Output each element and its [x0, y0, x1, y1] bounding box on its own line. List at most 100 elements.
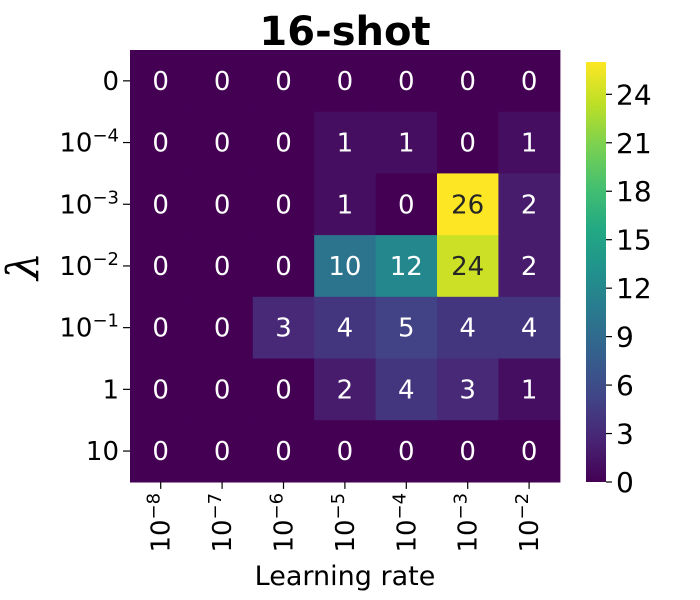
y-tick-label-base: 10	[59, 314, 92, 344]
cell-value-label: 0	[152, 129, 169, 159]
x-tick-label-base: 10	[392, 519, 422, 552]
heatmap-cell	[191, 235, 254, 298]
x-tick-label: 10−7	[205, 493, 239, 553]
y-tick-label: 10−4	[59, 125, 119, 159]
cell-value-label: 0	[275, 67, 292, 97]
cell-value-label: 0	[398, 190, 415, 220]
colorbar-tick-label: 24	[616, 78, 652, 111]
heatmap-cell	[130, 420, 192, 483]
heatmap-cell	[498, 111, 561, 174]
cell-value-label: 4	[398, 375, 415, 405]
y-tick-label-base: 10	[59, 190, 92, 220]
cell-value-label: 0	[152, 437, 169, 467]
cell-value-label: 1	[337, 129, 354, 159]
heatmap-cell	[314, 235, 377, 298]
cell-value-label: 0	[214, 190, 231, 220]
colorbar-tick-label: 6	[616, 369, 634, 402]
cell-value-label: 1	[337, 190, 354, 220]
colorbar-gradient	[586, 62, 606, 482]
cell-value-label: 0	[214, 314, 231, 344]
x-tick-label-exponent: −5	[327, 493, 348, 520]
colorbar-tick-label: 15	[616, 224, 652, 257]
cell-value-label: 0	[275, 252, 292, 282]
x-tick-label-exponent: −8	[143, 493, 164, 520]
chart-title: 16-shot	[259, 9, 430, 55]
cell-value-label: 0	[152, 190, 169, 220]
heatmap-cell	[130, 296, 192, 360]
heatmap-cell	[130, 235, 192, 298]
x-tick-label-base: 10	[208, 519, 238, 552]
y-tick-label: 10−1	[59, 310, 119, 344]
y-tick-label-exponent: −3	[92, 187, 119, 208]
cell-value-label: 0	[337, 437, 354, 467]
heatmap-cell	[498, 358, 561, 421]
colorbar: 0 3 6 9 12 15 18 21 24	[586, 62, 652, 499]
x-tick-label-exponent: −2	[512, 493, 533, 520]
x-tick-label: 10−5	[327, 493, 361, 553]
heatmap-cell	[498, 235, 561, 298]
heatmap-cell	[437, 296, 499, 360]
heatmap-cell	[130, 358, 192, 421]
y-tick-label-base: 10	[59, 252, 92, 282]
x-tick-label-base: 10	[270, 519, 300, 552]
y-tick-label-base: 0	[102, 67, 119, 97]
cell-value-label: 5	[398, 314, 415, 344]
cell-value-label: 4	[337, 314, 354, 344]
cell-value-label: 0	[214, 252, 231, 282]
y-tick-label-base: 10	[86, 437, 119, 467]
x-tick-label: 10−2	[512, 493, 546, 553]
heatmap-cell	[191, 50, 254, 113]
x-tick-label: 10−8	[143, 493, 177, 553]
heatmap-cell	[252, 111, 315, 174]
heatmap-cell	[191, 358, 254, 421]
cell-value-label: 1	[521, 129, 538, 159]
y-axis-label: λ	[0, 252, 49, 282]
cell-value-label: 12	[390, 252, 423, 282]
y-tick-label-exponent: −2	[92, 248, 119, 269]
cell-value-label: 0	[398, 437, 415, 467]
heatmap-cell	[130, 173, 192, 236]
y-tick-label: 10	[86, 437, 119, 467]
cell-value-label: 0	[275, 190, 292, 220]
cell-value-label: 0	[152, 375, 169, 405]
colorbar-tick-label: 18	[616, 175, 652, 208]
cell-value-label: 1	[521, 375, 538, 405]
heatmap-cells: 0 0 0 0 0 0 00 0 0 1 1 0 10 0 0 1 0 26 20 0 0 10 12 24 20 0 3 4 5 4 40…	[130, 50, 561, 483]
heatmap-cell	[252, 235, 315, 298]
heatmap-cell	[314, 173, 377, 236]
cell-value-label: 0	[275, 129, 292, 159]
x-tick-label: 10−3	[450, 493, 484, 553]
heatmap-cell	[498, 173, 561, 236]
heatmap-cell	[437, 235, 499, 298]
heatmap-cell	[437, 111, 499, 174]
cell-value-label: 26	[451, 190, 484, 220]
colorbar-ticks: 0 3 6 9 12 15 18 21 24	[606, 78, 652, 499]
x-tick-label-exponent: −6	[266, 493, 287, 520]
colorbar-tick-label: 12	[616, 272, 652, 305]
y-tick-label: 1	[102, 375, 119, 405]
cell-value-label: 0	[275, 375, 292, 405]
cell-value-label: 24	[451, 252, 484, 282]
heatmap-cell	[437, 420, 499, 483]
heatmap-cell	[375, 358, 438, 421]
y-tick-label-exponent: −1	[92, 310, 119, 331]
heatmap-cell	[252, 420, 315, 483]
cell-value-label: 3	[459, 375, 476, 405]
cell-value-label: 0	[459, 67, 476, 97]
heatmap-cell	[191, 111, 254, 174]
heatmap-cell	[252, 173, 315, 236]
heatmap-cell	[375, 296, 438, 360]
colorbar-tick-label: 9	[616, 321, 634, 354]
heatmap-cell	[375, 235, 438, 298]
heatmap-cell	[130, 50, 192, 113]
x-tick-label-exponent: −4	[389, 493, 410, 520]
cell-value-label: 0	[152, 314, 169, 344]
heatmap-cell	[191, 173, 254, 236]
heatmap-cell	[498, 50, 561, 113]
x-tick-label: 10−6	[266, 493, 300, 553]
heatmap-cell	[314, 420, 377, 483]
colorbar-tick-label: 21	[616, 127, 652, 160]
cell-value-label: 0	[459, 437, 476, 467]
colorbar-tick-label: 0	[616, 466, 634, 499]
